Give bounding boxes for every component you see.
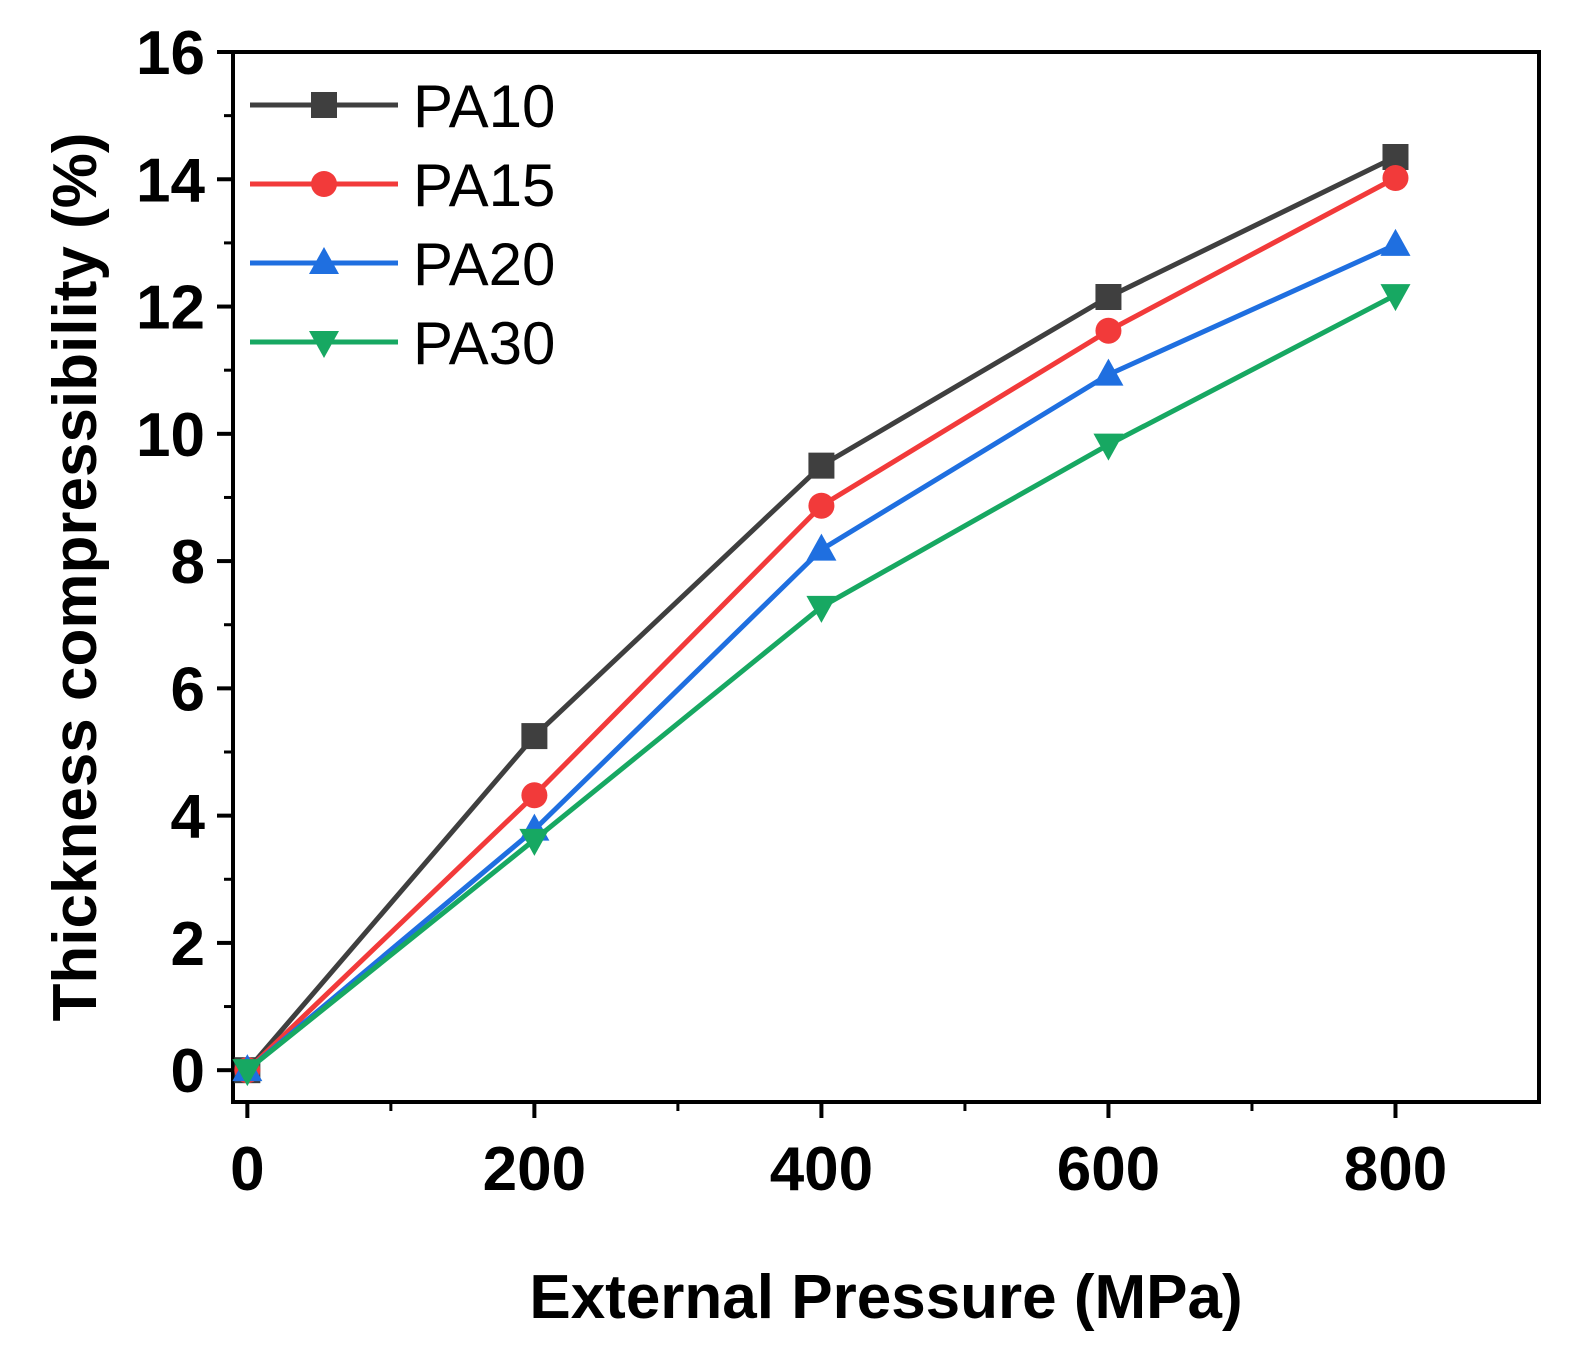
y-tick-label: 2	[171, 910, 205, 979]
x-axis-title: External Pressure (MPa)	[529, 1263, 1242, 1332]
x-tick-label: 400	[770, 1135, 873, 1204]
y-tick-label: 6	[171, 655, 205, 724]
legend-item: PA15	[250, 152, 555, 219]
data-point	[1380, 228, 1411, 256]
series-layer	[232, 144, 1411, 1087]
y-tick-label: 0	[171, 1037, 205, 1106]
data-point	[519, 828, 550, 856]
y-tick-label: 12	[136, 274, 205, 343]
legend-marker	[309, 331, 339, 358]
data-point	[232, 1059, 263, 1087]
data-point	[808, 492, 835, 519]
data-point	[1382, 165, 1409, 191]
legend-marker	[311, 171, 337, 197]
y-tick-label: 14	[136, 146, 205, 215]
x-tick-label: 0	[230, 1135, 264, 1204]
series-pa30	[232, 284, 1411, 1087]
legend: PA10 PA15 PA20 PA30	[250, 73, 555, 377]
data-point	[806, 595, 837, 623]
x-tick-label: 200	[483, 1135, 586, 1204]
legend-marker	[309, 247, 339, 274]
legend-label: PA15	[413, 152, 555, 219]
legend-marker	[311, 92, 337, 118]
y-tick-label: 8	[171, 528, 205, 597]
series-pa15	[234, 165, 1409, 1084]
x-tick-label: 800	[1344, 1135, 1447, 1204]
data-point	[521, 723, 548, 750]
x-tick-label: 600	[1057, 1135, 1160, 1204]
y-tick-label: 4	[171, 783, 206, 852]
data-point	[1093, 433, 1124, 461]
legend-item: PA10	[250, 73, 555, 140]
y-tick-label: 10	[136, 401, 205, 470]
data-point	[1095, 317, 1122, 344]
plot-frame	[231, 50, 1541, 1104]
legend-item: PA20	[250, 231, 555, 298]
data-point	[1095, 284, 1122, 310]
data-point	[806, 533, 837, 561]
data-point	[521, 782, 548, 809]
legend-label: PA20	[413, 231, 555, 298]
series-pa20	[232, 228, 1411, 1082]
series-line	[245, 292, 1397, 1073]
data-point	[808, 452, 835, 479]
legend-label: PA10	[413, 73, 555, 140]
legend-item: PA30	[250, 310, 555, 377]
y-axis-title: Thickness compressibility (%)	[41, 133, 110, 1022]
data-point	[1380, 284, 1411, 312]
axes: 0 200 400 600 800 0 2 4 6 8 10 12 14 16	[136, 19, 1447, 1204]
data-point	[1093, 358, 1124, 386]
legend-label: PA30	[413, 310, 555, 377]
y-tick-label: 16	[136, 19, 205, 88]
